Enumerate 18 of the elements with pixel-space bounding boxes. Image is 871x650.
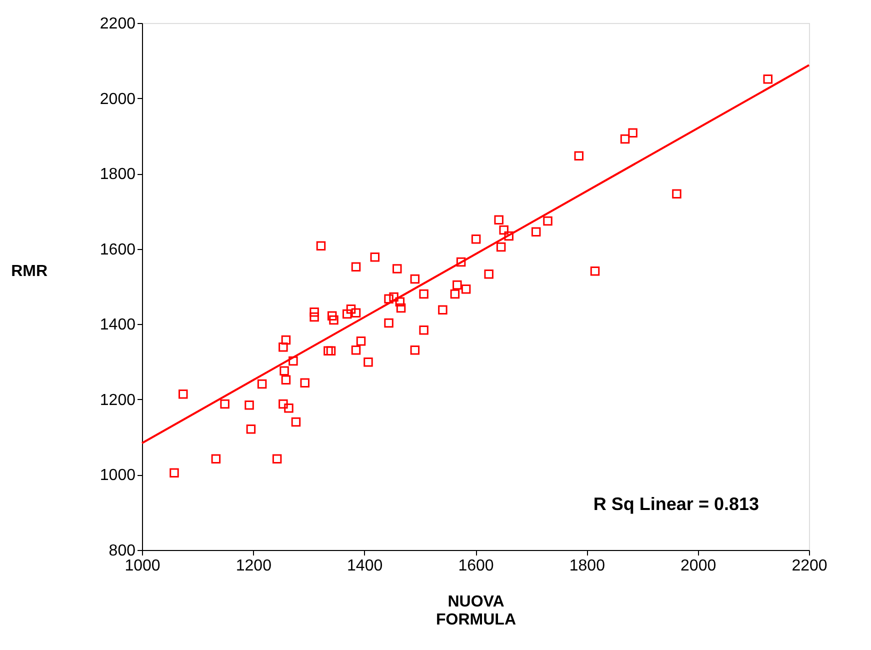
y-tick-label: 2200 — [100, 16, 136, 32]
x-axis-title: NUOVA FORMULA — [436, 594, 516, 628]
x-tick-label: 1400 — [347, 558, 383, 574]
y-tick-label: 1400 — [100, 316, 136, 334]
y-tick-label: 1200 — [100, 392, 136, 409]
x-tick-label: 1000 — [124, 558, 160, 574]
x-tick-label: 2000 — [680, 558, 716, 574]
y-tick-label: 1800 — [100, 166, 136, 184]
x-tick-label: 1600 — [458, 558, 494, 574]
x-tick-label: 1800 — [569, 558, 606, 574]
x-tick-label: 1200 — [236, 558, 272, 574]
y-tick-label: 2000 — [100, 90, 136, 108]
x-tick-label: 2200 — [792, 558, 828, 574]
y-axis-title: RMR — [11, 263, 48, 280]
y-tick-label: 1000 — [100, 467, 136, 484]
annotation: R Sq Linear = 0.813 — [593, 494, 759, 514]
y-tick-label: 800 — [108, 542, 136, 560]
y-tick-label: 1600 — [100, 241, 136, 258]
